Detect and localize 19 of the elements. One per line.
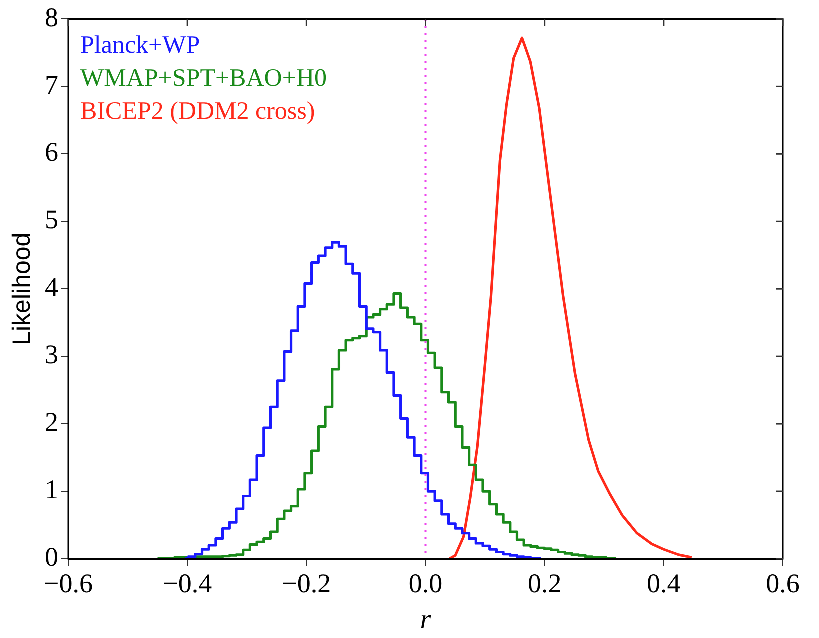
x-tick-label: 0.4	[647, 568, 682, 598]
y-axis-title: Likelihood	[8, 232, 36, 346]
x-tick-label: −0.4	[163, 568, 213, 598]
y-tick-label: 5	[45, 204, 58, 235]
x-tick-label: 0.0	[408, 568, 443, 598]
y-tick-label: 2	[45, 407, 58, 438]
y-tick-label: 8	[45, 2, 58, 32]
y-tick-label: 4	[45, 272, 59, 302]
y-tick-label: 6	[45, 137, 58, 168]
y-tick-label: 3	[45, 340, 58, 370]
y-tick-label: 7	[45, 70, 58, 100]
text: WMAP+SPT+BAO+H0	[80, 65, 327, 92]
x-tick-label: 0.2	[528, 568, 562, 598]
text: BICEP2 (DDM2 cross)	[80, 98, 316, 126]
y-tick-label: 1	[45, 474, 58, 505]
x-tick-label: −0.2	[282, 568, 332, 598]
x-tick-label: 0.6	[766, 568, 800, 598]
text: Planck+WP	[80, 32, 200, 60]
x-axis-title: r	[420, 604, 432, 636]
